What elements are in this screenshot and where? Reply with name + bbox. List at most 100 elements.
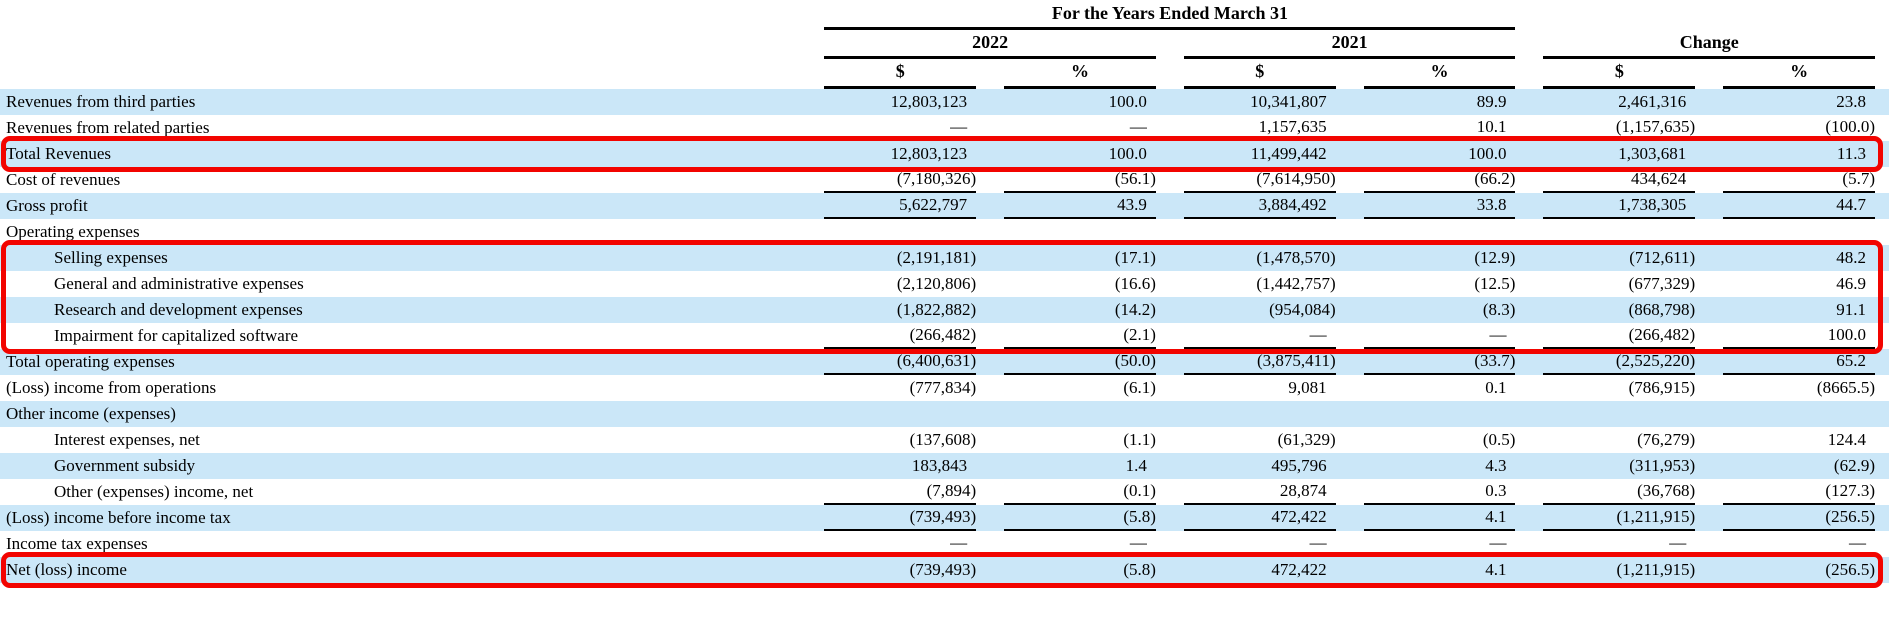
value-cell: (36,768) [1529, 479, 1709, 505]
cell-value: (12.5) [1474, 274, 1516, 293]
row-label: Cost of revenues [6, 170, 121, 189]
cell-value: 2,461,316 [1618, 92, 1687, 111]
row-label-cell: Research and development expenses [0, 297, 810, 323]
table-row: (Loss) income before income tax (739,493)… [0, 505, 1889, 531]
col-2021-dollar: $ [1170, 59, 1350, 89]
cell-value: 9,081 [1288, 378, 1327, 397]
cell-value: (5.7) [1723, 167, 1875, 193]
value-cell: — [1709, 531, 1889, 557]
value-cell: (56.1) [990, 167, 1170, 193]
value-cell: (33.7) [1350, 349, 1530, 375]
value-cell: (7,180,326) [810, 167, 990, 193]
value-cell: (777,834) [810, 375, 990, 401]
value-cell: 1.4 [990, 453, 1170, 479]
value-cell: (61,329) [1170, 427, 1350, 453]
cell-value: (5.8) [1123, 560, 1156, 579]
cell-value [1723, 219, 1875, 245]
value-cell: 4.1 [1350, 557, 1530, 583]
table-row: Government subsidy 183,843 1.4 495,796 4.3 (3… [0, 453, 1889, 479]
row-label: Other income (expenses) [6, 404, 176, 423]
table-row: Research and development expenses (1,822,… [0, 297, 1889, 323]
cell-value [1543, 401, 1695, 427]
table-row: Revenues from third parties 12,803,123 100… [0, 89, 1889, 115]
value-cell [1350, 401, 1530, 427]
cell-value: 10,341,807 [1250, 92, 1327, 111]
cell-value: (256.5) [1825, 560, 1875, 579]
cell-value: (954,084) [1269, 300, 1336, 319]
change-header: Change [1529, 30, 1889, 59]
cell-value: (311,953) [1629, 456, 1696, 475]
value-cell: (1,211,915) [1529, 557, 1709, 583]
col-change-percent: % [1709, 59, 1889, 89]
value-cell: (100.0) [1709, 115, 1889, 141]
row-label-cell: General and administrative expenses [0, 271, 810, 297]
cell-value: (1.1) [1123, 430, 1156, 449]
value-cell: (127.3) [1709, 479, 1889, 505]
table-body: Revenues from third parties 12,803,123 100… [0, 89, 1889, 583]
cell-value: (266,482) [1543, 323, 1696, 349]
value-cell: (0.1) [990, 479, 1170, 505]
value-cell: 11.3 [1709, 141, 1889, 167]
col-change-dollar: $ [1529, 59, 1709, 89]
table-row: General and administrative expenses (2,12… [0, 271, 1889, 297]
cell-value: (0.1) [1004, 479, 1156, 505]
cell-value: (7,180,326) [824, 167, 977, 193]
cell-value: (7,894) [824, 479, 977, 505]
value-cell: (677,329) [1529, 271, 1709, 297]
cell-value: (2,191,181) [896, 248, 977, 267]
value-cell [1529, 219, 1709, 245]
value-cell: (954,084) [1170, 297, 1350, 323]
value-cell: 28,874 [1170, 479, 1350, 505]
cell-value: 124.4 [1827, 430, 1866, 449]
value-cell [810, 219, 990, 245]
value-cell [1709, 401, 1889, 427]
table-row: Selling expenses (2,191,181) (17.1) (1,478,… [0, 245, 1889, 271]
cell-value [824, 401, 976, 427]
cell-value: (786,915) [1628, 378, 1696, 397]
table-row: Gross profit 5,622,797 43.9 3,884,492 33.8 1,… [0, 193, 1889, 219]
value-cell: 100.0 [990, 141, 1170, 167]
value-cell: 12,803,123 [810, 89, 990, 115]
table-row: (Loss) income from operations (777,834) (6… [0, 375, 1889, 401]
value-cell: — [810, 115, 990, 141]
header-spacer [0, 30, 810, 59]
value-cell: (7,614,950) [1170, 167, 1350, 193]
table-row: Other (expenses) income, net (7,894) (0.1)… [0, 479, 1889, 505]
cell-value [1364, 401, 1516, 427]
value-cell: (50.0) [990, 349, 1170, 375]
cell-value: (1,211,915) [1616, 560, 1696, 579]
row-label-cell: Total operating expenses [0, 349, 810, 375]
row-label-cell: Interest expenses, net [0, 427, 810, 453]
value-cell: (6.1) [990, 375, 1170, 401]
cell-value: (2.1) [1004, 323, 1156, 349]
header-row-units: $ % $ % $ % [0, 59, 1889, 89]
value-cell: 495,796 [1170, 453, 1350, 479]
cell-value: (76,279) [1637, 430, 1696, 449]
cell-value: 4.3 [1485, 456, 1507, 475]
value-cell: 11,499,442 [1170, 141, 1350, 167]
col-2021-percent: % [1350, 59, 1530, 89]
value-cell: (16.6) [990, 271, 1170, 297]
row-label: Impairment for capitalized software [54, 326, 299, 345]
value-cell: (17.1) [990, 245, 1170, 271]
row-label: Total Revenues [6, 144, 112, 163]
period-span-header: For the Years Ended March 31 [810, 0, 1529, 30]
cell-value: (868,798) [1628, 300, 1696, 319]
value-cell: 5,622,797 [810, 193, 990, 219]
cell-value: (50.0) [1004, 349, 1156, 375]
cell-value: (36,768) [1543, 479, 1696, 505]
table-row: Total operating expenses (6,400,631) (50.0… [0, 349, 1889, 375]
value-cell: — [1350, 531, 1530, 557]
row-label: Selling expenses [54, 248, 168, 267]
cell-value: — [1004, 115, 1156, 141]
value-cell: (76,279) [1529, 427, 1709, 453]
year-2022-label: 2022 [824, 30, 1156, 59]
value-cell: 472,422 [1170, 557, 1350, 583]
header-row-period: For the Years Ended March 31 [0, 0, 1889, 30]
cell-value: (777,834) [909, 378, 977, 397]
cell-value: 4.1 [1485, 560, 1507, 579]
value-cell: (266,482) [1529, 323, 1709, 349]
cell-value: 1,738,305 [1543, 193, 1696, 219]
row-label: Operating expenses [6, 222, 140, 241]
row-label-cell: Cost of revenues [0, 167, 810, 193]
